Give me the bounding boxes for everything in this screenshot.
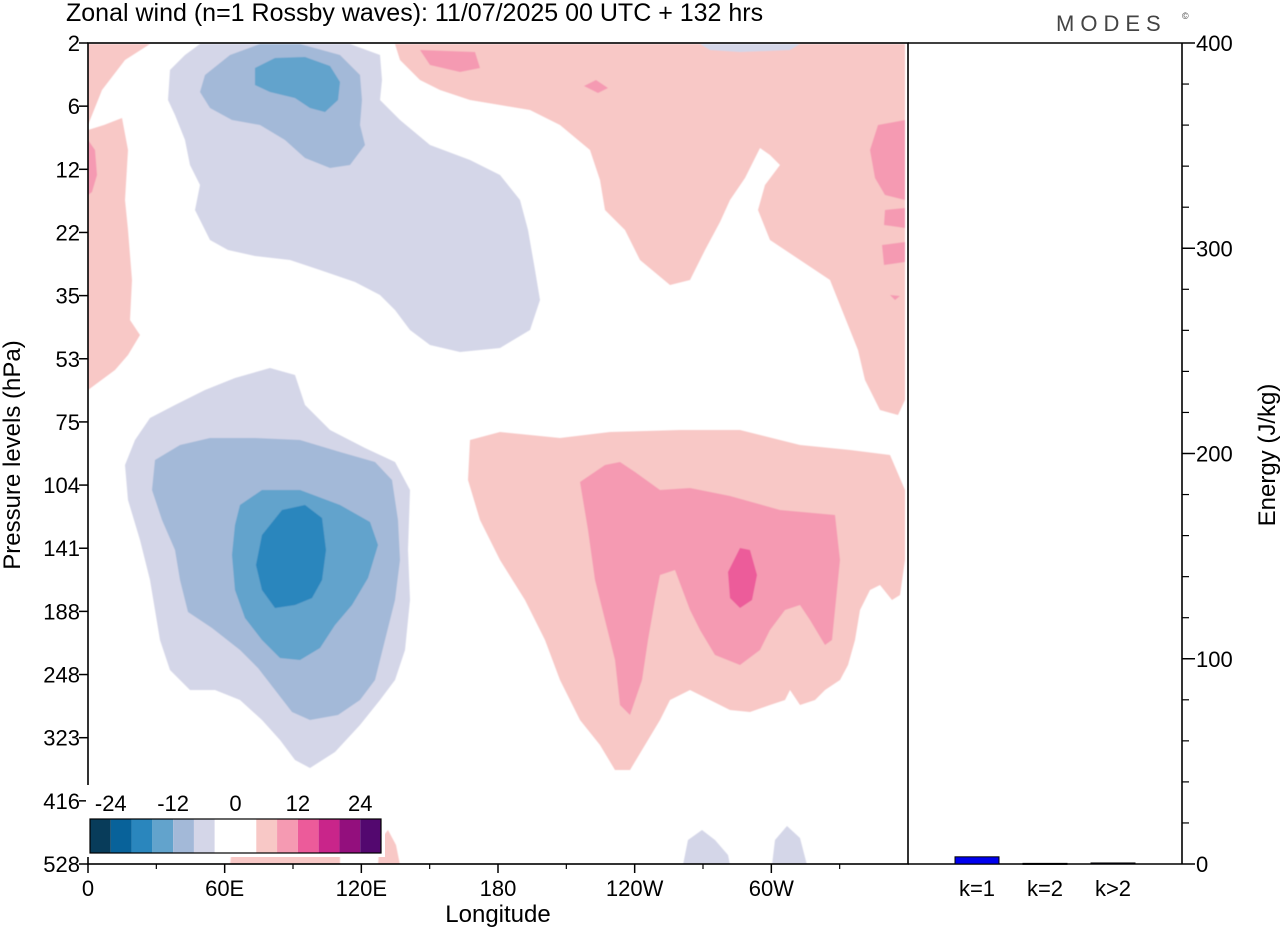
- pressure-tick-label: 323: [43, 726, 80, 751]
- colorbar-swatch: [318, 819, 340, 853]
- colorbar-swatch: [131, 819, 153, 853]
- pressure-tick-label: 12: [56, 157, 80, 182]
- colorbar-label: 0: [229, 791, 241, 816]
- contour-negative-top-sliver: [700, 44, 800, 52]
- contour-positive-upper-core-c: [870, 120, 905, 300]
- pressure-tick-label: 35: [56, 284, 80, 309]
- longitude-tick-label: 0: [82, 876, 94, 901]
- colorbar-swatch: [110, 819, 132, 853]
- energy-bar: [1022, 862, 1068, 865]
- energy-bar: [954, 856, 1000, 865]
- contour-negative-tropo-core: [256, 505, 326, 608]
- main-plot-axes: 2 6 12 22 35 53 75 104 141 188 248 323 416 528 0 60E 12…: [0, 31, 909, 928]
- longitude-tick-label: 120W: [606, 876, 664, 901]
- energy-tick-label: 400: [1196, 31, 1233, 56]
- contour-positive-west-strat-core: [88, 140, 97, 195]
- contour-negative-bottom-b: [772, 826, 807, 864]
- contour-negative-bottom-a: [683, 830, 730, 864]
- energy-tick-label: 0: [1196, 852, 1208, 877]
- contour-positive-west-strat: [88, 44, 150, 390]
- pressure-tick-label: 188: [43, 599, 80, 624]
- contour-field: [88, 44, 905, 864]
- colorbar-swatch: [235, 819, 257, 853]
- colorbar-swatch: [297, 819, 319, 853]
- pressure-tick-label: 248: [43, 663, 80, 688]
- colorbar-swatch: [256, 819, 278, 853]
- longitude-axis-ticks: 0 60E 120E 180 120W 60W: [82, 864, 841, 901]
- contour-negative-strat-core: [255, 57, 340, 112]
- energy-axis-label: Energy (J/kg): [1254, 384, 1280, 527]
- energy-axis-ticks: 0 100 200 300 400: [1182, 31, 1233, 877]
- colorbar-swatch: [173, 819, 194, 853]
- pressure-tick-label: 141: [43, 536, 80, 561]
- colorbar-label: 12: [286, 791, 310, 816]
- energy-category-label: k=1: [959, 876, 995, 901]
- colorbar-frame: [89, 818, 382, 854]
- contour-positive-upper-band: [395, 44, 905, 415]
- pressure-axis-ticks: 2 6 12 22 35 53 75 104 141 188 248 323 416 528: [43, 31, 88, 877]
- colorbar-swatch: [339, 819, 361, 853]
- colorbar: -24 -12 0 12 24: [86, 785, 385, 857]
- pressure-tick-label: 53: [56, 347, 80, 372]
- energy-panel: 0 100 200 300 400 k=1 k=2 k>2 Energy (J/kg): [908, 31, 1280, 901]
- colorbar-swatch: [360, 819, 381, 853]
- pressure-tick-label: 416: [43, 789, 80, 814]
- energy-tick-label: 300: [1196, 236, 1233, 261]
- pressure-tick-label: 6: [68, 94, 80, 119]
- energy-tick-label: 100: [1196, 647, 1233, 672]
- longitude-tick-label: 60W: [749, 876, 794, 901]
- y-axis-label: Pressure levels (hPa): [0, 340, 26, 569]
- pressure-tick-label: 104: [43, 473, 80, 498]
- pressure-tick-label: 22: [56, 220, 80, 245]
- contour-positive-upper-core-a: [420, 50, 480, 72]
- contour-positive-upper-core-b: [584, 80, 608, 93]
- brand-mark: ©: [1182, 11, 1189, 21]
- x-axis-label: Longitude: [445, 901, 550, 928]
- pressure-tick-label: 528: [43, 852, 80, 877]
- colorbar-swatch: [152, 819, 174, 853]
- colorbar-swatch: [214, 819, 236, 853]
- colorbar-swatch: [193, 819, 215, 853]
- pressure-tick-label: 2: [68, 31, 80, 56]
- longitude-tick-label: 120E: [336, 876, 387, 901]
- colorbar-label: -12: [157, 791, 189, 816]
- energy-category-label: k>2: [1095, 876, 1131, 901]
- colorbar-swatch: [277, 819, 298, 853]
- pressure-tick-label: 75: [56, 410, 80, 435]
- brand-logo: MODES: [1056, 11, 1167, 36]
- energy-category-label: k=2: [1027, 876, 1063, 901]
- energy-tick-label: 200: [1196, 442, 1233, 467]
- chart-title: Zonal wind (n=1 Rossby waves): 11/07/202…: [66, 0, 763, 27]
- longitude-tick-label: 60E: [205, 876, 244, 901]
- energy-bars: k=1 k=2 k>2: [954, 856, 1136, 901]
- contour-positive-tropo-mid: [580, 462, 840, 715]
- energy-bar: [1090, 862, 1136, 865]
- colorbar-label: -24: [95, 791, 127, 816]
- colorbar-label: 24: [348, 791, 372, 816]
- longitude-tick-label: 180: [480, 876, 517, 901]
- colorbar-swatch: [90, 819, 111, 853]
- contour-positive-tropo-core: [728, 548, 757, 608]
